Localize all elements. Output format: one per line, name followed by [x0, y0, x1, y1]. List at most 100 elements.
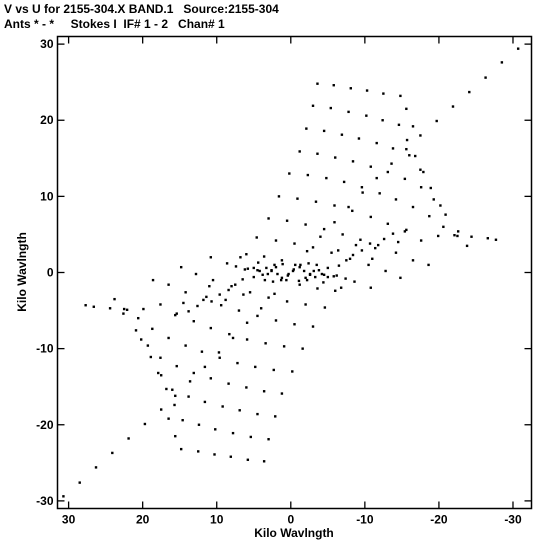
uv-point — [139, 338, 143, 341]
uv-point — [202, 298, 205, 302]
uv-point — [344, 277, 347, 280]
chart-subtitle: Ants * - * Stokes I IF# 1 - 2 Chan# 1 — [4, 17, 225, 31]
uv-point — [209, 326, 213, 330]
uv-point — [210, 300, 213, 303]
uv-point — [292, 268, 295, 271]
uv-point — [159, 356, 162, 359]
uv-point — [188, 380, 192, 383]
uv-point — [200, 350, 204, 353]
uv-point — [274, 415, 277, 418]
uv-point — [187, 310, 190, 313]
uv-point — [179, 265, 183, 269]
y-tick-label: -20 — [36, 418, 54, 432]
uv-point — [322, 273, 326, 276]
uv-point — [149, 355, 153, 359]
uv-point — [394, 251, 398, 254]
uv-point — [272, 368, 275, 372]
uv-point — [386, 222, 390, 225]
uv-point — [405, 228, 408, 232]
uv-point — [419, 134, 422, 137]
uv-point — [286, 274, 290, 277]
uv-point — [369, 286, 372, 289]
uv-point — [262, 255, 266, 258]
uv-point — [375, 176, 378, 180]
uv-point — [248, 291, 252, 294]
uv-point — [234, 283, 237, 286]
uv-point — [322, 129, 326, 133]
uv-point — [265, 266, 268, 270]
uv-point — [419, 186, 423, 189]
uv-point — [151, 327, 154, 331]
uv-point — [281, 262, 284, 266]
uv-point — [428, 214, 431, 218]
uv-point — [439, 204, 442, 207]
uv-point — [78, 481, 81, 484]
uv-point — [127, 437, 130, 440]
uv-point — [256, 314, 259, 318]
uv-point — [221, 405, 224, 408]
uv-point — [214, 428, 217, 431]
uv-point — [125, 308, 129, 312]
uv-point — [291, 370, 294, 373]
uv-point — [225, 262, 229, 265]
uv-point — [261, 273, 264, 276]
uv-point — [465, 244, 469, 248]
uv-point — [353, 280, 356, 283]
uv-point — [320, 272, 324, 276]
uv-point — [264, 342, 267, 345]
uv-point — [293, 323, 296, 326]
uv-point — [146, 344, 150, 347]
uv-point — [179, 447, 183, 451]
uv-point — [335, 274, 338, 277]
uv-point — [351, 160, 355, 163]
uv-point — [333, 221, 336, 224]
uv-point — [371, 257, 374, 260]
uv-point — [231, 431, 235, 435]
uv-point — [122, 307, 126, 311]
axis-ticks — [57, 36, 532, 509]
uv-point — [486, 237, 490, 240]
uv-point — [218, 293, 221, 296]
uv-point — [456, 230, 460, 233]
uv-point — [237, 309, 241, 312]
uv-point — [317, 269, 321, 272]
uv-point — [167, 417, 170, 420]
uv-point — [209, 256, 213, 259]
uv-point — [171, 388, 174, 391]
uv-point — [192, 371, 195, 375]
uv-point — [175, 364, 178, 368]
uv-point — [305, 127, 308, 130]
uv-point — [293, 242, 296, 245]
uv-point — [516, 47, 520, 50]
x-tick-label: 10 — [210, 513, 224, 527]
uv-point — [242, 293, 245, 296]
uv-point — [246, 267, 250, 270]
uv-point — [304, 223, 307, 226]
uv-point — [348, 257, 352, 260]
uv-point — [419, 168, 422, 171]
uv-point — [314, 200, 318, 203]
uv-point — [345, 259, 348, 262]
x-tick-label: 0 — [287, 513, 294, 527]
uv-point — [427, 263, 430, 267]
uv-point — [142, 307, 145, 311]
uv-point — [249, 435, 253, 439]
uv-point — [500, 61, 504, 64]
uv-point — [329, 106, 332, 110]
uv-point — [403, 230, 407, 233]
uv-point — [411, 259, 415, 262]
uv-point — [243, 268, 247, 271]
uv-point — [419, 239, 423, 242]
uv-point — [369, 165, 372, 168]
uv-point — [403, 177, 407, 181]
y-tick-label: 0 — [47, 266, 54, 280]
uv-point — [219, 304, 223, 307]
uv-point — [267, 296, 270, 299]
uv-point — [349, 87, 352, 90]
uv-point — [333, 204, 336, 207]
uv-point — [304, 276, 307, 280]
uv-point — [311, 325, 315, 328]
uv-point — [391, 232, 395, 235]
uv-point — [280, 276, 284, 280]
uv-point — [239, 256, 242, 259]
